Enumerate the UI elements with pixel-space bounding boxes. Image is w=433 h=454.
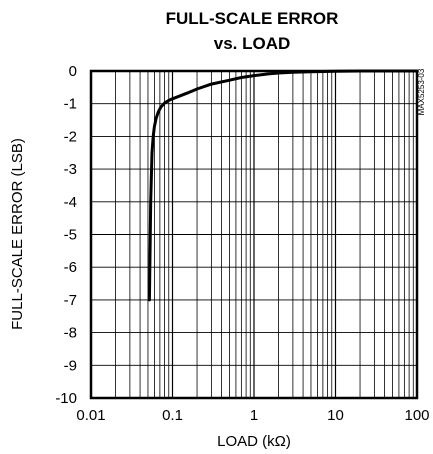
y-tick-label: -7 [64,292,77,309]
x-tick-label: 100 [404,407,429,424]
series-line [147,69,419,302]
x-axis-label: LOAD (kΩ) [217,433,291,450]
series-layer [147,69,419,302]
y-tick-label: -10 [55,390,77,407]
x-tick-label: 0.1 [162,407,183,424]
y-tick-label: 0 [69,63,77,80]
y-axis-label: FULL-SCALE ERROR (LSB) [9,138,26,330]
y-tick-label: -4 [64,194,77,211]
y-tick-label: -5 [64,227,77,244]
chart-title-line1: FULL-SCALE ERROR [166,9,339,28]
y-tick-label: -1 [64,96,77,113]
y-tick-label: -2 [64,128,77,145]
y-tick-label: -8 [64,325,77,342]
figure-id: MAX5253-03 [417,68,426,115]
y-tick-label: -3 [64,161,77,178]
x-tick-label: 0.01 [76,407,105,424]
grid [91,71,417,398]
chart-title-line2: vs. LOAD [214,34,291,53]
x-tick-label: 10 [327,407,344,424]
y-tick-label: -9 [64,357,77,374]
plot-frame [89,69,419,400]
y-tick-label: -6 [64,259,77,276]
tick-labels: 0 -1 -2 -3 -4 -5 -6 -7 -8 -9 -100.01 0.1 1 10 100 [55,63,429,424]
x-tick-label: 1 [250,407,258,424]
